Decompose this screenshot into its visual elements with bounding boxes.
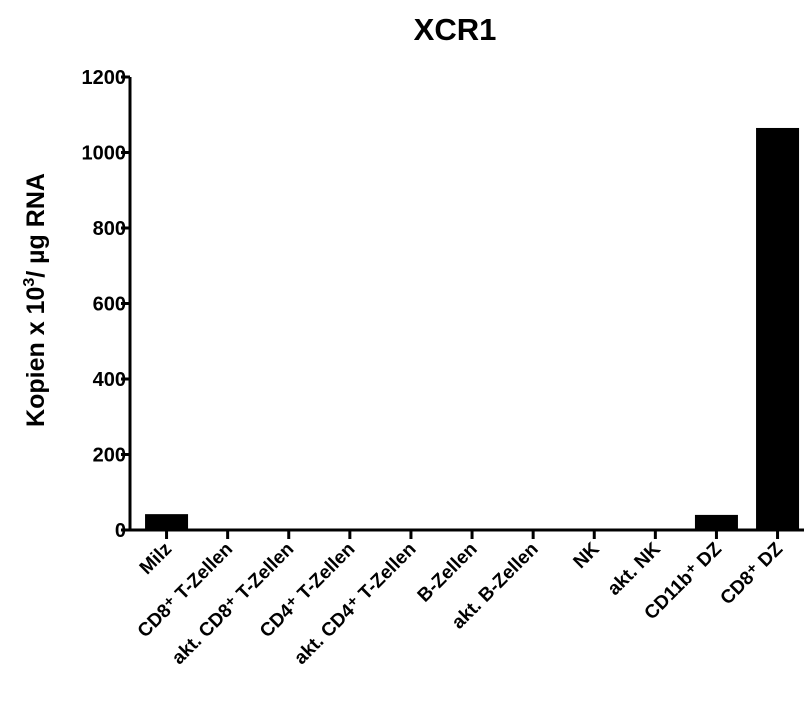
x-tick-label: akt. CD4⁺ T-Zellen	[290, 539, 420, 669]
y-axis-label-main: Kopien x 10	[22, 287, 50, 427]
x-tick-label: Milz	[136, 539, 176, 579]
y-axis: 0 200 400 600 800 1000 1200	[82, 67, 132, 542]
y-tick-label: 600	[93, 294, 126, 316]
y-axis-label-rest: / µg RNA	[22, 173, 50, 278]
y-tick-label: 0	[115, 520, 126, 542]
x-tick-label: CD8⁺ DZ	[717, 538, 788, 609]
y-axis-label-superscript: 3	[21, 278, 38, 287]
x-tick-label: NK	[570, 538, 604, 572]
x-tick-label: akt. NK	[604, 538, 665, 599]
chart-title: XCR1	[414, 12, 497, 47]
y-tick-label: 400	[93, 369, 126, 391]
bars	[145, 127, 800, 531]
y-tick-label: 200	[93, 445, 126, 467]
y-tick-label: 1200	[82, 67, 127, 89]
y-axis-label: Kopien x 103/ µg RNA	[21, 173, 50, 427]
y-tick-label: 800	[93, 218, 126, 240]
y-tick-label: 1000	[82, 143, 127, 165]
bar	[694, 514, 738, 530]
bar	[756, 127, 800, 531]
bar	[145, 514, 189, 530]
